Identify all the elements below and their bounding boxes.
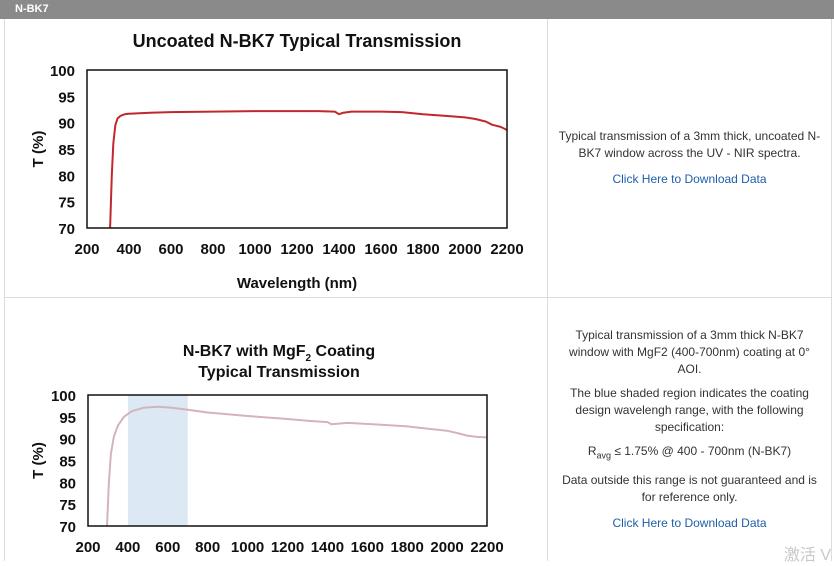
uncoated-transmission-chart: 70 75 80 85 90 95 100 200 400 600 800 1000 1200 1400 1… [30, 31, 524, 292]
chart-cell-coated: 70 75 80 85 90 95 100 200 400 600 800 1000 1200 1400 1… [5, 298, 548, 566]
spec-subscript: avg [596, 450, 611, 461]
x-tick-label: 1200 [271, 539, 304, 556]
reference-note: Data outside this range is not guarantee… [562, 472, 817, 504]
description-cell-uncoated: Typical transmission of a 3mm thick, unc… [548, 19, 831, 297]
y-tick-label: 95 [58, 89, 75, 106]
description-cell-coated: Typical transmission of a 3mm thick N-BK… [548, 298, 831, 561]
y-tick-label: 80 [58, 168, 75, 185]
x-tick-label: 400 [115, 539, 140, 556]
y-tick-label: 75 [59, 497, 76, 514]
transmission-table: 70 75 80 85 90 95 100 200 400 600 800 1000 1200 1400 1… [4, 19, 832, 566]
y-tick-label: 85 [59, 454, 76, 471]
x-tick-label: 2000 [448, 241, 481, 258]
plot-frame [87, 394, 488, 527]
x-tick-label: 1000 [238, 241, 271, 258]
coating-specification: Ravg ≤ 1.75% @ 400 - 700nm (N-BK7) [588, 443, 791, 464]
chart-title-suffix: Coating [311, 343, 375, 360]
chart-title-prefix: N-BK7 with MgF [183, 343, 306, 360]
chart-title: Uncoated N-BK7 Typical Transmission [133, 31, 462, 51]
coating-range-shade [127, 395, 188, 526]
section-header: N-BK7 [0, 0, 834, 19]
coated-transmission-chart: 70 75 80 85 90 95 100 200 400 600 800 1000 1200 1400 1… [30, 343, 504, 566]
y-tick-label: 100 [51, 388, 76, 405]
x-tick-label: 2000 [430, 539, 463, 556]
y-tick-label: 100 [50, 63, 75, 80]
x-axis-label: Wavelength (nm) [237, 275, 357, 292]
plot-frame [86, 69, 508, 229]
shaded-region-description: The blue shaded region indicates the coa… [570, 386, 809, 435]
x-tick-label: 1400 [322, 241, 355, 258]
y-tick-label: 80 [59, 475, 76, 492]
chart-title-line2: Typical Transmission [198, 364, 360, 381]
x-tick-label: 1600 [351, 539, 384, 556]
x-tick-label: 400 [116, 241, 141, 258]
section-title: N-BK7 [15, 3, 49, 15]
y-tick-label: 70 [58, 221, 75, 238]
x-tick-label: 1800 [406, 241, 439, 258]
y-tick-label: 95 [59, 410, 76, 427]
chart-title-subscript: 2 [306, 353, 312, 364]
y-axis-label: T (%) [30, 442, 47, 479]
table-row-coated: 70 75 80 85 90 95 100 200 400 600 800 1000 1200 1400 1… [5, 298, 831, 566]
x-tick-label: 800 [195, 539, 220, 556]
x-tick-label: 600 [158, 241, 183, 258]
y-tick-label: 70 [59, 519, 76, 536]
x-tick-label: 1000 [231, 539, 264, 556]
x-tick-label: 800 [200, 241, 225, 258]
table-row-uncoated: 70 75 80 85 90 95 100 200 400 600 800 1000 1200 1400 1… [5, 19, 831, 298]
x-tick-label: 1400 [311, 539, 344, 556]
x-tick-label: 2200 [470, 539, 503, 556]
x-tick-label: 1800 [391, 539, 424, 556]
x-tick-label: 200 [74, 241, 99, 258]
download-data-link[interactable]: Click Here to Download Data [612, 172, 767, 186]
transmission-series-line [109, 110, 507, 228]
chart-title: N-BK7 with MgF2 Coating [183, 343, 375, 364]
y-tick-label: 75 [58, 195, 75, 212]
coated-description: Typical transmission of a 3mm thick N-BK… [569, 328, 810, 377]
x-tick-label: 1200 [280, 241, 313, 258]
chart-cell-uncoated: 70 75 80 85 90 95 100 200 400 600 800 1000 1200 1400 1… [5, 19, 548, 297]
y-tick-label: 90 [59, 432, 76, 449]
x-tick-label: 1600 [364, 241, 397, 258]
download-data-link[interactable]: Click Here to Download Data [612, 515, 767, 530]
uncoated-description: Typical transmission of a 3mm thick, unc… [558, 129, 821, 160]
x-tick-label: 2200 [490, 241, 523, 258]
spec-value: ≤ 1.75% @ 400 - 700nm (N-BK7) [611, 444, 792, 459]
spec-prefix: R [587, 444, 597, 459]
watermark-text: 激活 V [783, 547, 831, 564]
y-tick-label: 90 [58, 116, 75, 133]
x-tick-label: 200 [75, 539, 100, 556]
y-tick-label: 85 [58, 142, 75, 159]
transmission-series-line [106, 405, 487, 526]
x-tick-label: 600 [155, 539, 180, 556]
y-axis-label: T (%) [30, 131, 47, 168]
